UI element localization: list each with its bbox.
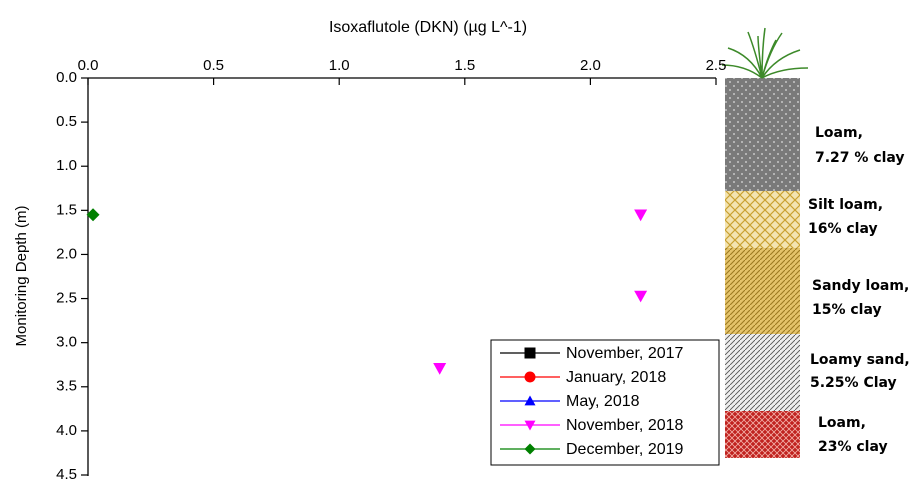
soil-label: 7.27 % clay: [815, 150, 905, 166]
x-tick-label: 2.5: [706, 57, 727, 74]
soil-label: 15% clay: [812, 302, 882, 318]
legend-label: November, 2017: [566, 345, 684, 362]
y-tick-label: 1.5: [56, 201, 77, 218]
page: {"chart_data": { "type": "scatter", "tit…: [0, 0, 924, 479]
legend-label: November, 2018: [566, 417, 684, 434]
y-tick-label: 4.5: [56, 466, 77, 479]
y-tick-label: 3.0: [56, 334, 77, 351]
soil-label: Loam,: [815, 125, 863, 141]
x-tick-label: 1.0: [329, 57, 350, 74]
legend-label: January, 2018: [566, 369, 666, 386]
soil-label: Loamy sand,: [810, 352, 910, 368]
y-tick-label: 0.5: [56, 113, 77, 130]
x-tick-label: 0.0: [78, 57, 99, 74]
data-point: [634, 291, 647, 303]
chart: Isoxaflutole (DKN) (µg L^-1) Monitoring …: [0, 0, 924, 479]
y-tick-label: 0.0: [56, 69, 77, 86]
soil-label: 23% clay: [818, 439, 888, 455]
chart-title: Isoxaflutole (DKN) (µg L^-1): [329, 19, 527, 36]
y-tick-label: 2.5: [56, 290, 77, 307]
soil-label: 5.25% Clay: [810, 375, 897, 391]
soil-label: Loam,: [818, 415, 866, 431]
grass-icon: [722, 28, 808, 78]
data-point: [433, 363, 446, 375]
legend-label: December, 2019: [566, 441, 684, 458]
y-tick-label: 1.0: [56, 157, 77, 174]
x-tick-label: 0.5: [203, 57, 224, 74]
soil-label: Sandy loam,: [812, 278, 909, 294]
x-tick-label: 2.0: [580, 57, 601, 74]
legend-marker: [525, 372, 536, 383]
y-tick-label: 2.0: [56, 245, 77, 262]
soil-layer: [725, 411, 800, 458]
soil-layer: [725, 334, 800, 411]
data-point: [634, 210, 647, 222]
y-axis-label: Monitoring Depth (m): [13, 206, 30, 347]
legend-marker: [525, 348, 536, 359]
y-tick-label: 3.5: [56, 378, 77, 395]
y-tick-label: 4.0: [56, 422, 77, 439]
soil-layer: [725, 191, 800, 248]
soil-label: Silt loam,: [808, 197, 883, 213]
soil-layer: [725, 248, 800, 334]
legend-label: May, 2018: [566, 393, 640, 410]
soil-label: 16% clay: [808, 221, 878, 237]
x-tick-label: 1.5: [454, 57, 475, 74]
soil-column: [725, 78, 800, 458]
soil-layer: [725, 78, 800, 191]
